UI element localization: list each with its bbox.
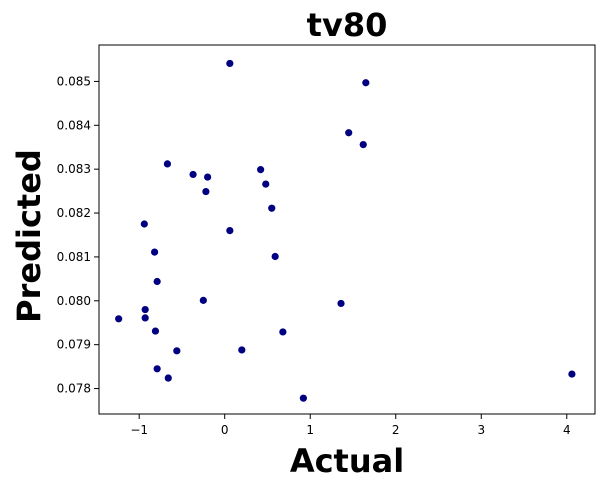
scatter-point — [268, 204, 276, 212]
x-tick-label: 3 — [477, 423, 485, 437]
scatter-point — [173, 347, 181, 355]
x-tick-label: 2 — [392, 423, 400, 437]
scatter-point — [226, 226, 234, 235]
x-tick-label: 1 — [306, 423, 314, 437]
plot-frame — [98, 44, 596, 415]
scatter-point — [150, 248, 159, 256]
scatter-point — [257, 166, 265, 174]
y-tick-label: 0.081 — [57, 250, 91, 264]
y-tick-label: 0.082 — [57, 206, 91, 220]
scatter-point — [163, 160, 172, 168]
y-axis-ticks: 0.078 0.079 0.080 0.081 0.082 0.083 0.084 0.085 — [57, 74, 99, 396]
scatter-point — [141, 305, 149, 314]
scatter-point — [151, 327, 160, 335]
scatter-point — [299, 394, 307, 402]
x-tick-label: −1 — [130, 423, 148, 437]
scatter-point — [141, 314, 149, 322]
scatter-point — [271, 252, 279, 261]
scatter-point — [153, 277, 161, 286]
y-tick-label: 0.079 — [57, 338, 91, 352]
x-tick-label: 0 — [221, 423, 229, 437]
scatter-point — [204, 173, 212, 181]
y-tick-label: 0.084 — [57, 118, 91, 132]
scatter-point — [202, 187, 210, 196]
scatter-point — [199, 296, 207, 304]
chart-title: tv80 — [307, 6, 388, 44]
scatter-point — [226, 59, 234, 68]
scatter-point — [262, 180, 270, 188]
scatter-point — [153, 365, 161, 373]
x-axis-ticks: −1 0 1 2 3 4 — [130, 414, 571, 437]
scatter-point — [140, 220, 148, 228]
x-tick-label: 4 — [563, 423, 571, 437]
x-axis-label: Actual — [290, 442, 404, 480]
y-tick-label: 0.083 — [57, 162, 91, 176]
scatter-point — [238, 346, 246, 354]
y-tick-label: 0.085 — [57, 74, 91, 88]
data-points — [115, 59, 576, 402]
y-axis-label: Predicted — [10, 149, 48, 323]
scatter-point — [359, 140, 367, 149]
scatter-point — [279, 328, 287, 336]
y-tick-label: 0.078 — [57, 382, 91, 396]
scatter-point — [115, 315, 123, 323]
scatter-point — [568, 370, 576, 378]
scatter-point — [345, 129, 353, 137]
scatter-point — [362, 79, 370, 87]
scatter-point — [164, 374, 172, 382]
scatter-point — [337, 299, 345, 308]
scatter-point — [189, 170, 197, 179]
y-tick-label: 0.080 — [57, 294, 91, 308]
